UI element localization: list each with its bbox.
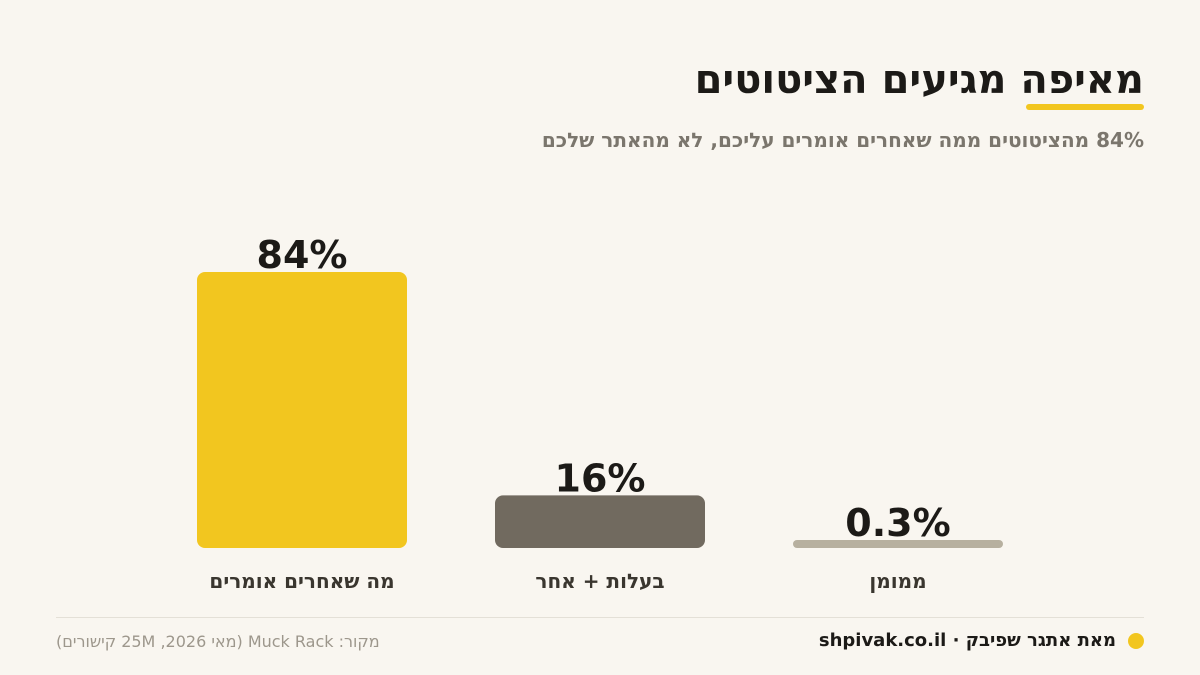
category-label-3: ממומן — [869, 569, 926, 593]
value-label-3: 0.3% — [845, 501, 950, 545]
chart-subtitle: 84% מהציטוטים ממה שאחרים אומרים עליכם, ל… — [541, 128, 1144, 152]
accent-dot — [1128, 633, 1144, 649]
author-credit: מאת אתגר שפיבק · shpivak.co.il — [819, 628, 1144, 654]
bar-1 — [197, 272, 407, 548]
author-text: מאת אתגר שפיבק · shpivak.co.il — [818, 630, 1116, 651]
title-underline — [1026, 104, 1144, 110]
category-label-2: בעלות + אחר — [535, 569, 664, 593]
category-label-1: מה שאחרים אומרים — [209, 569, 394, 593]
source-note: מקור: Muck Rack (מאי 2026, 25M קישורים) — [56, 632, 380, 651]
footer-divider — [56, 617, 1144, 618]
bar-2 — [495, 495, 705, 548]
chart-title: מאיפה מגיעים הציטוטים — [694, 57, 1144, 103]
bar-3 — [793, 540, 1003, 548]
value-label-2: 16% — [555, 456, 646, 500]
value-label-1: 84% — [257, 233, 348, 277]
